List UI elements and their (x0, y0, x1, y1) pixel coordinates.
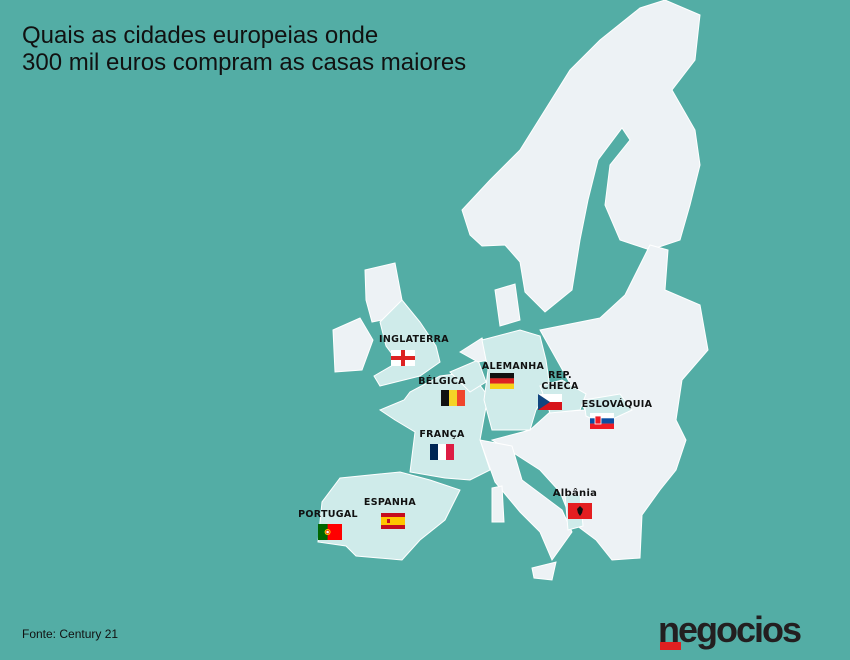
label-eslovaquia: ESLOVÁQUIA (581, 399, 653, 410)
label-alemanha: ALEMANHA (481, 361, 545, 372)
title-line-2: 300 mil euros compram as casas maiores (22, 49, 467, 76)
title-line-1: Quais as cidades europeias onde (22, 22, 379, 49)
label-albania: Albânia (552, 488, 598, 499)
spain-flag-icon (381, 513, 405, 529)
label-checa: CHECA (541, 381, 579, 392)
germany (481, 329, 551, 431)
label-rep-checa: REP. CHECA (541, 370, 578, 392)
italy (479, 439, 573, 562)
ireland (332, 317, 374, 373)
portugal-flag-icon (318, 524, 342, 540)
page-title: Quais as cidades europeias onde 300 mil … (22, 22, 466, 76)
scandinavia (461, 0, 701, 313)
label-espanha: ESPANHA (363, 497, 417, 508)
label-belgica: BÉLGICA (418, 376, 466, 387)
denmark (494, 283, 521, 327)
negocios-logo: negocios (658, 609, 802, 650)
czech-flag-icon (538, 394, 562, 410)
belgium-flag-icon (441, 390, 465, 406)
france-flag-icon (430, 444, 454, 460)
sicily (531, 561, 557, 581)
logo-accent-bar (660, 642, 681, 650)
source-name: Century 21 (59, 627, 119, 641)
source-prefix: Fonte: (22, 627, 57, 641)
germany-flag-icon (490, 373, 514, 389)
slovakia-flag-icon (590, 413, 614, 429)
label-inglaterra: INGLATERRA (379, 334, 449, 345)
label-franca: FRANÇA (419, 429, 465, 440)
albania-flag-icon (568, 503, 592, 519)
sardinia (491, 485, 505, 523)
label-rep: REP. (548, 370, 572, 381)
england-flag-icon (391, 350, 415, 366)
source-note: Fonte: Century 21 (22, 627, 118, 641)
label-portugal: PORTUGAL (298, 509, 358, 520)
